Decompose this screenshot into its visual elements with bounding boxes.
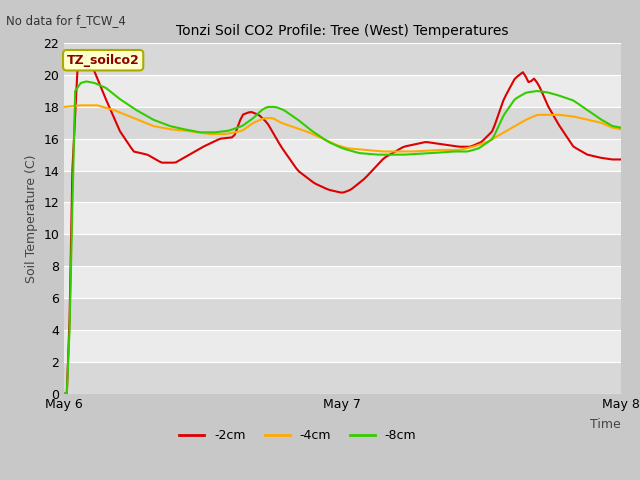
Bar [64,362,621,394]
Bar [64,203,621,234]
Bar [64,298,621,330]
Bar [64,234,621,266]
Bar [64,266,621,298]
Title: Tonzi Soil CO2 Profile: Tree (West) Temperatures: Tonzi Soil CO2 Profile: Tree (West) Temp… [176,24,509,38]
Legend: -2cm, -4cm, -8cm: -2cm, -4cm, -8cm [174,424,421,447]
Bar [64,107,621,139]
Text: TZ_soilco2: TZ_soilco2 [67,54,140,67]
Bar [64,139,621,170]
Bar [64,170,621,203]
Text: Time: Time [590,418,621,431]
Bar [64,330,621,362]
Y-axis label: Soil Temperature (C): Soil Temperature (C) [25,154,38,283]
Bar [64,75,621,107]
Text: No data for f_TCW_4: No data for f_TCW_4 [6,14,126,27]
Bar [64,43,621,75]
